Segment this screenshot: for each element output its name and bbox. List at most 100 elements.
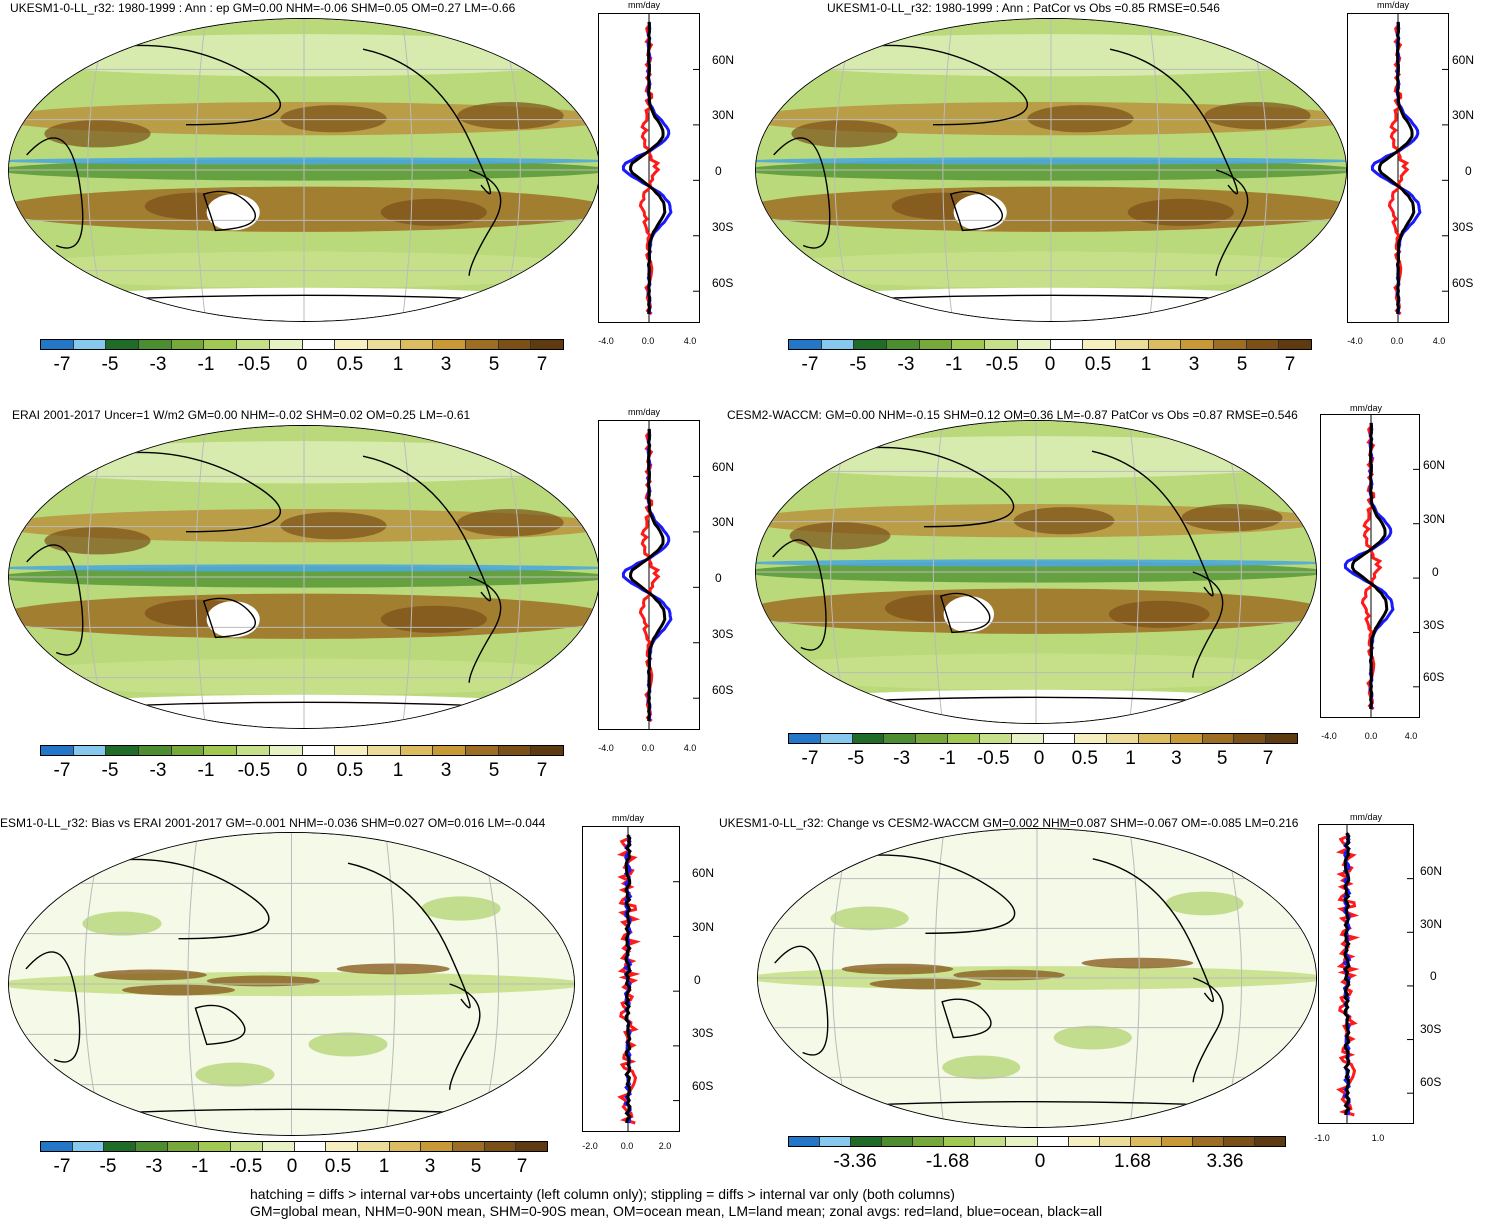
colorbar-swatch: [1017, 340, 1051, 349]
colorbar: [40, 339, 564, 350]
colorbar-swatch: [789, 1137, 821, 1146]
colorbar-label: -1: [197, 760, 215, 781]
colorbar-label: -5: [849, 354, 867, 375]
colorbar-swatch: [302, 746, 336, 755]
zonal-mean-plot: [1347, 13, 1449, 323]
colorbar-label: 1: [392, 760, 404, 781]
lat-label-60n: 60N: [712, 460, 735, 474]
colorbar-label: -1: [197, 354, 215, 375]
x-tick-label: 4.0: [683, 743, 697, 753]
lat-label-eq: 0: [1465, 164, 1472, 178]
lat-label-60n: 60N: [692, 866, 715, 880]
colorbar-swatch: [237, 746, 270, 755]
colorbar-label: -7: [801, 354, 819, 375]
lat-label-eq: 0: [1432, 565, 1439, 579]
zonal-series-line: [1377, 21, 1416, 315]
colorbar-label: 0: [296, 760, 308, 781]
colorbar-swatch: [421, 1142, 453, 1151]
colorbar-swatch: [199, 1142, 232, 1151]
lat-label-30s: 30S: [1423, 618, 1445, 632]
colorbar-label: -3: [149, 354, 167, 375]
colorbar-swatch: [913, 1137, 945, 1146]
lat-label-60n: 60N: [1423, 458, 1446, 472]
colorbar-label: -7: [53, 354, 71, 375]
colorbar-swatch: [400, 746, 434, 755]
precip-map: [8, 18, 600, 322]
lat-label-eq: 0: [1430, 969, 1437, 983]
x-tick-label: 0.0: [1364, 731, 1378, 741]
precip-map: [8, 425, 600, 729]
colorbar: [788, 733, 1298, 744]
colorbar-label: 0.5: [336, 760, 364, 781]
x-tick-label: 4.0: [1432, 336, 1446, 346]
colorbar-label: -3: [897, 354, 915, 375]
x-tick-label: 0.0: [641, 743, 655, 753]
colorbar-label: 1: [378, 1156, 390, 1177]
colorbar-swatch: [269, 340, 303, 349]
x-tick-label: -4.0: [1321, 731, 1337, 741]
lat-label-eq: 0: [715, 571, 722, 585]
colorbar-label: 0.5: [1071, 748, 1099, 769]
zonal-units-label: mm/day: [612, 813, 645, 823]
zonal-units-label: mm/day: [1377, 0, 1410, 10]
colorbar-swatch: [106, 746, 140, 755]
zonal-series-line: [624, 834, 632, 1124]
colorbar-swatch: [294, 1142, 327, 1151]
colorbar-swatch: [854, 340, 888, 349]
colorbar-label: -0.5: [229, 1156, 263, 1177]
colorbar-swatch: [136, 1142, 168, 1151]
lat-label-30s: 30S: [712, 220, 734, 234]
colorbar-swatch: [851, 1137, 883, 1146]
colorbar-swatch: [531, 746, 563, 755]
colorbar-swatch: [41, 1142, 73, 1151]
colorbar-swatch: [1234, 734, 1267, 743]
colorbar-swatch: [269, 746, 303, 755]
x-tick-label: 0.0: [641, 336, 655, 346]
colorbar-label: 0.5: [1084, 354, 1112, 375]
colorbar-label: 1: [392, 354, 404, 375]
colorbar-label: 0: [286, 1156, 298, 1177]
colorbar-swatch: [367, 746, 401, 755]
lat-label-30n: 30N: [692, 920, 715, 934]
colorbar-swatch: [916, 734, 949, 743]
colorbar-swatch: [139, 340, 172, 349]
colorbar-label: 5: [488, 354, 500, 375]
lat-label-eq: 0: [694, 973, 701, 987]
colorbar-label: 0: [296, 354, 308, 375]
colorbar-swatch: [302, 340, 336, 349]
colorbar-swatch: [41, 340, 74, 349]
panel-title: UKESM1-0-LL_r32: 1980-1999 : Ann : PatCo…: [827, 1, 1220, 15]
x-tick-label: 0.0: [1390, 336, 1404, 346]
colorbar-swatch: [1279, 340, 1311, 349]
colorbar-swatch: [1006, 1137, 1038, 1146]
colorbar-label: 7: [516, 1156, 528, 1177]
colorbar-label: -5: [101, 760, 119, 781]
colorbar-swatch: [852, 734, 885, 743]
colorbar-swatch: [357, 1142, 390, 1151]
colorbar-label: 5: [1236, 354, 1248, 375]
zonal-mean-plot: [582, 826, 680, 1132]
zonal-series-line: [1350, 422, 1389, 710]
x-tick-label: 4.0: [683, 336, 697, 346]
colorbar-swatch: [1266, 734, 1297, 743]
x-tick-label: 4.0: [1404, 731, 1418, 741]
colorbar-label: 0: [1033, 748, 1045, 769]
colorbar-label: 0.5: [324, 1156, 352, 1177]
colorbar-swatch: [1068, 1137, 1100, 1146]
colorbar-label: -1: [191, 1156, 209, 1177]
lat-label-30n: 30N: [1420, 917, 1443, 931]
zonal-units-label: mm/day: [628, 0, 661, 10]
colorbar-swatch: [367, 340, 401, 349]
colorbar-label: 7: [1262, 748, 1274, 769]
colorbar-swatch: [262, 1142, 295, 1151]
footer-note-hatching: hatching = diffs > internal var+obs unce…: [250, 1186, 955, 1202]
colorbar-swatch: [237, 340, 270, 349]
colorbar-swatch: [204, 340, 238, 349]
x-tick-label: -1.0: [1314, 1133, 1330, 1143]
precip-map: [8, 832, 575, 1136]
colorbar-swatch: [952, 340, 986, 349]
panel-title: UKESM1-0-LL_r32: 1980-1999 : Ann : ep GM…: [10, 1, 516, 15]
colorbar-label: -0.5: [237, 760, 271, 781]
colorbar-swatch: [400, 340, 434, 349]
colorbar-label: 1: [1140, 354, 1152, 375]
